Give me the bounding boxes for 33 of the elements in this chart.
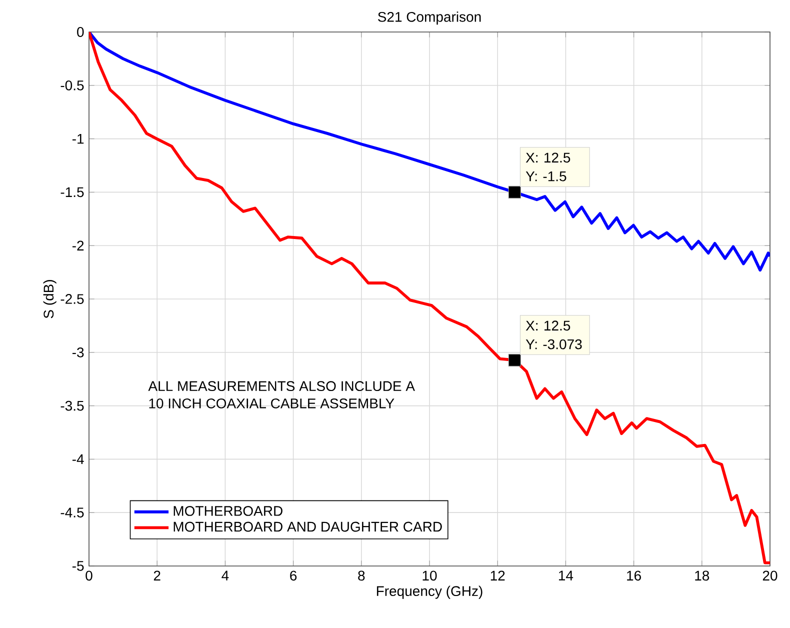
y-tick-label: -5	[72, 561, 84, 571]
x-tick-label: 20	[762, 570, 778, 581]
annotation: ALL MEASUREMENTS ALSO INCLUDE A	[148, 381, 415, 392]
x-tick-label: 2	[154, 570, 160, 580]
y-tick-label: -1	[72, 134, 84, 144]
y-tick-label: -1.5	[60, 187, 84, 198]
x-tick-label: 10	[422, 570, 437, 581]
line-series	[89, 32, 770, 564]
y-tick-label: -3	[72, 347, 84, 358]
annotation: X: 12.5 Y: -3.073	[526, 320, 582, 350]
y-tick-label: -4	[72, 454, 84, 464]
annotation: X: 12.5 Y: -1.5	[526, 152, 570, 182]
x-tick-label: 18	[695, 570, 710, 581]
y-tick-label: -0.5	[60, 80, 84, 90]
line-series	[89, 32, 770, 272]
x-tick-label: 12	[490, 570, 505, 580]
y-axis-title: S (dB)	[43, 280, 56, 318]
chart-title: S21 Comparison	[378, 12, 481, 25]
annotation: 10 INCH COAXIAL CABLE ASSEMBLY	[149, 398, 394, 408]
x-tick-label: 8	[358, 570, 365, 581]
y-tick-label: -3.5	[60, 400, 84, 411]
y-tick-label: -2.5	[60, 294, 84, 304]
x-tick-label: 4	[222, 570, 229, 580]
x-tick-label: 0	[86, 570, 92, 581]
y-tick-label: 0	[77, 27, 84, 37]
legend-label: MOTHERBOARD	[174, 506, 282, 516]
x-axis-title: Frequency (GHz)	[376, 586, 482, 599]
y-tick-label: -4.5	[60, 508, 84, 518]
y-tick-label: -2	[72, 240, 84, 250]
x-tick-label: 16	[627, 570, 641, 581]
legend-label: MOTHERBOARD AND DAUGHTER CARD	[174, 522, 442, 532]
x-tick-label: 14	[558, 570, 574, 580]
x-tick-label: 6	[290, 570, 297, 581]
